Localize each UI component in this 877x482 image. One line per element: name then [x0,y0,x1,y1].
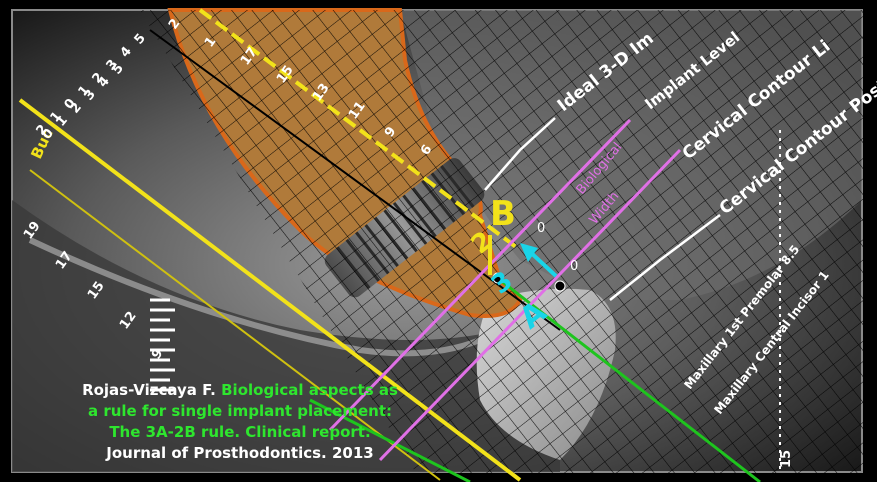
citation-title-1: Biological aspects as [221,381,398,399]
point-implant-shoulder [492,272,504,284]
black-axis-line [149,29,561,331]
green-axis-line [499,278,761,482]
yellow-line-inner [29,169,441,481]
yellow-line-outer [18,98,522,482]
label-zero-top: 0 [537,221,545,236]
green-axis-line-2 [309,398,471,482]
pointer-ideal [484,117,556,191]
label-b: B [490,194,516,234]
citation-journal: Journal of Prosthodontics. 2013 [106,444,374,462]
citation-title-2: a rule for single implant placement: [88,402,392,420]
cyan-arrow-head [520,243,538,262]
label-zero-bottom: 0 [570,259,578,274]
point-cervical [554,280,566,292]
label-fifteen: 15 [779,450,794,468]
citation-author: Rojas-Vizcaya F. [82,381,216,399]
magenta-line-cervical [378,148,682,462]
citation-title-3: The 3A-2B rule. Clinical report. [109,423,371,441]
magenta-line-implant-level [328,118,632,432]
citation: Rojas-Vizcaya F. Biological aspects as a… [40,380,440,464]
pointer-cervical-post [609,214,721,301]
yellow-line-upper [198,8,522,252]
ruler-ticks [150,298,175,392]
